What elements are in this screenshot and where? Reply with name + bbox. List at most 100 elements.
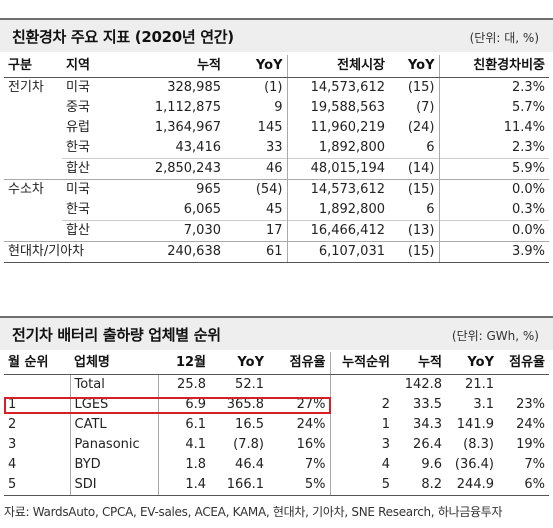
- col-header: 12월: [158, 352, 210, 375]
- yoy-cell: (1): [225, 77, 288, 98]
- group-cell: [4, 118, 62, 138]
- company-cell: Total: [70, 374, 159, 395]
- share-cell: 7%: [268, 455, 331, 475]
- lges-highlight-box: [4, 397, 331, 414]
- rank-cell: 1: [4, 395, 71, 415]
- table2-header-row: 월 순위 업체명 12월 YoY 점유율 누적순위 누적 YoY 점유율: [4, 352, 549, 375]
- table2-row: 5 SDI 1.4 166.1 5% 5 8.2 244.9 6%: [4, 475, 549, 496]
- market-cell: 11,960,219: [310, 120, 385, 135]
- yoy-cell: (7.8): [233, 437, 264, 452]
- col-header: YoY: [389, 55, 440, 78]
- cum-cell: 965: [132, 179, 225, 200]
- rank-cell: [4, 374, 71, 395]
- market-yoy-cell: (24): [389, 118, 440, 138]
- cum-share-cell: 7%: [524, 457, 545, 472]
- share-cell: [268, 374, 331, 395]
- region-cell: 미국: [66, 80, 90, 95]
- group-cell: [4, 200, 62, 221]
- cum-cell: 26.4: [413, 437, 442, 452]
- market-yoy-cell: 6: [389, 200, 440, 221]
- col-header: YoY: [225, 55, 288, 78]
- table1-row: 한국 43,416 33 1,892,800 6 2.3%: [4, 138, 549, 159]
- table1-unit: (단위: 대, %): [469, 31, 539, 45]
- cum-cell: 142.8: [404, 377, 442, 392]
- share-cell: 0.3%: [511, 202, 545, 217]
- table1-header-row: 구분 지역 누적 YoY 전체시장 YoY 친환경차비중: [4, 55, 549, 78]
- yoy-cell: 9: [225, 98, 288, 118]
- col-header: 구분: [4, 55, 62, 78]
- share-cell: 2.3%: [511, 80, 545, 95]
- group-cell: 전기차: [8, 80, 44, 95]
- yoy-cell: 33: [225, 138, 288, 159]
- share-cell: 5%: [268, 475, 331, 496]
- group-cell: [4, 98, 62, 118]
- market-cell: 19,588,563: [310, 100, 385, 115]
- table1-row: 수소차 미국 965 (54) 14,573,612 (15) 0.0%: [4, 179, 549, 200]
- yoy-cell: 17: [225, 220, 288, 242]
- table2-title: 전기차 배터리 출하량 업체별 순위: [12, 326, 221, 344]
- cum-cell: 34.3: [413, 417, 442, 432]
- cum-cell: 2,850,243: [132, 158, 225, 180]
- col-header: YoY: [210, 352, 268, 375]
- cum-share-cell: 23%: [516, 397, 545, 412]
- market-cell: 14,573,612: [287, 179, 389, 200]
- col-header: 점유율: [268, 352, 331, 375]
- col-header: 점유율: [498, 352, 549, 375]
- cum-yoy-cell: 244.9: [446, 475, 498, 496]
- yoy-cell: 46: [225, 158, 288, 180]
- cum-cell: 43,416: [175, 140, 222, 155]
- col-header: 업체명: [70, 352, 158, 375]
- rank-cell: 3: [4, 435, 71, 455]
- cum-cell: 33.5: [413, 397, 442, 412]
- share-cell: 3.9%: [439, 241, 549, 263]
- table2: 월 순위 업체명 12월 YoY 점유율 누적순위 누적 YoY 점유율 Tot…: [4, 352, 549, 496]
- table1: 구분 지역 누적 YoY 전체시장 YoY 친환경차비중 전기차 미국 328,98…: [4, 55, 549, 263]
- cum-rank-cell: [330, 375, 394, 396]
- region-cell: 한국: [66, 140, 90, 155]
- market-cell: 1,892,800: [318, 202, 385, 217]
- yoy-cell: 16.5: [235, 417, 264, 432]
- yoy-cell: 145: [225, 118, 288, 138]
- cum-yoy-cell: 141.9: [456, 417, 494, 432]
- share-cell: 11.4%: [503, 120, 545, 135]
- market-cell: 1,892,800: [318, 140, 385, 155]
- table1-row: 합산 2,850,243 46 48,015,194 (14) 5.9%: [4, 158, 549, 180]
- rank-cell: 2: [4, 415, 71, 435]
- col-header: YoY: [446, 352, 498, 375]
- share-cell: 5.9%: [439, 158, 549, 180]
- source-note: 자료: WardsAuto, CPCA, EV-sales, ACEA, KAM…: [4, 505, 503, 519]
- share-cell: 2.3%: [511, 140, 545, 155]
- rank-cell: 5: [4, 475, 71, 496]
- table1-row: 전기차 미국 328,985 (1) 14,573,612 (15) 2.3%: [4, 77, 549, 98]
- region-cell: 미국: [62, 179, 132, 200]
- yoy-cell: 365.8: [226, 397, 264, 412]
- market-yoy-cell: (15): [389, 77, 440, 98]
- table2-unit: (단위: GWh, %): [451, 329, 539, 343]
- table2-row: Total 25.8 52.1 142.8 21.1: [4, 374, 549, 396]
- cum-share-cell: 19%: [516, 437, 545, 452]
- cum-cell: 1,112,875: [154, 100, 221, 115]
- cum-rank-cell: 2: [381, 397, 390, 412]
- cum-rank-cell: 5: [330, 475, 394, 496]
- cum-yoy-cell: (36.4): [454, 457, 494, 472]
- table1-row: 한국 6,065 45 1,892,800 6 0.3%: [4, 200, 549, 221]
- group-cell: 수소차: [4, 179, 62, 200]
- yoy-cell: 45: [225, 200, 288, 221]
- region-cell: 합산: [62, 158, 132, 180]
- share-cell: 0.0%: [439, 220, 549, 242]
- month-cell: 1.4: [158, 475, 210, 496]
- cum-share-cell: [498, 375, 549, 396]
- month-cell: 1.8: [185, 457, 206, 472]
- cum-cell: 6,065: [183, 202, 221, 217]
- market-yoy-cell: (15): [389, 241, 440, 263]
- company-cell: CATL: [70, 415, 159, 435]
- month-cell: 6.9: [185, 397, 206, 412]
- cum-share-cell: 24%: [516, 417, 545, 432]
- region-cell: 중국: [66, 100, 90, 115]
- month-cell: 25.8: [177, 377, 206, 392]
- company-cell: BYD: [70, 455, 159, 475]
- cum-rank-cell: 4: [381, 457, 390, 472]
- share-cell: 0.0%: [439, 179, 549, 200]
- col-header: 친환경차비중: [439, 55, 549, 78]
- market-yoy-cell: 6: [389, 138, 440, 159]
